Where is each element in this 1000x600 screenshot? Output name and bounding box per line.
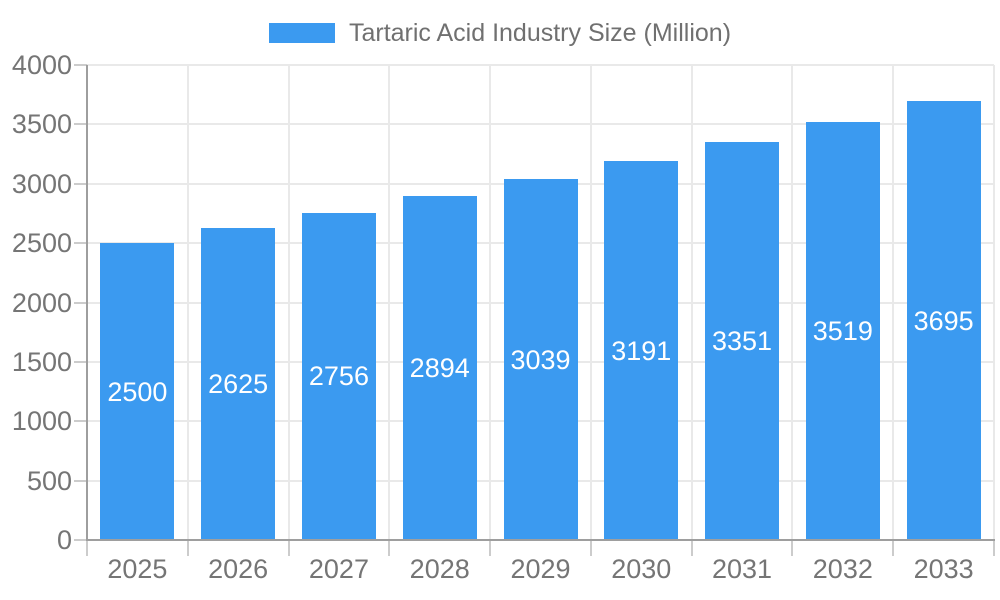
y-axis-tick-label: 500 <box>26 465 72 496</box>
bar-2026[interactable]: 2625 <box>201 228 276 540</box>
bar-value-label: 3519 <box>812 316 873 347</box>
bar-value-label: 2756 <box>308 361 369 392</box>
x-axis-tick-mark <box>388 540 391 556</box>
x-axis-tick-label: 2026 <box>208 554 269 584</box>
y-axis-tick-label: 0 <box>56 525 72 555</box>
y-axis-tick-label: 1000 <box>11 406 72 437</box>
bar-value-label: 2500 <box>107 376 168 407</box>
y-axis-tick-mark <box>74 182 87 185</box>
y-axis-tick-label: 2000 <box>11 287 72 318</box>
v-gridline <box>287 65 290 540</box>
x-axis-tick-mark <box>892 540 895 556</box>
y-axis-tick-mark <box>74 479 87 482</box>
x-axis-tick-mark <box>186 540 189 556</box>
y-axis-tick-mark <box>74 301 87 304</box>
x-axis-tick-mark <box>791 540 794 556</box>
bar-value-label: 2894 <box>409 353 470 384</box>
y-axis-tick-mark <box>74 242 87 245</box>
bar-2027[interactable]: 2756 <box>301 212 376 540</box>
h-gridline <box>87 123 994 126</box>
x-axis-tick-mark <box>589 540 592 556</box>
plot-area: 2500 2625 2756 2894 3039 3191 3351 3519 3695 <box>87 64 995 540</box>
bar-value-label: 2625 <box>208 369 269 400</box>
x-axis-tick-label: 2031 <box>712 554 773 584</box>
bar-value-label: 3039 <box>510 344 571 375</box>
y-axis-tick-label: 3500 <box>11 109 72 140</box>
legend-label: Tartaric Acid Industry Size (Million) <box>348 19 732 47</box>
bar-value-label: 3191 <box>611 335 672 366</box>
v-gridline <box>690 65 693 540</box>
y-axis-tick-mark <box>74 64 87 66</box>
bar-2032[interactable]: 3519 <box>805 122 880 540</box>
bar-2033[interactable]: 3695 <box>906 101 981 540</box>
x-axis-tick-mark <box>287 540 290 556</box>
y-axis-tick-label: 1500 <box>11 346 72 377</box>
v-gridline <box>186 65 189 540</box>
v-gridline <box>388 65 391 540</box>
v-gridline <box>489 65 492 540</box>
x-axis-tick-label: 2030 <box>611 554 672 584</box>
x-axis-tick-mark <box>489 540 492 556</box>
legend: Tartaric Acid Industry Size (Million) <box>0 16 1000 50</box>
v-gridline <box>791 65 794 540</box>
v-gridline <box>993 65 995 540</box>
y-axis-tick-label: 2500 <box>11 228 72 259</box>
x-axis-tick-label: 2032 <box>812 554 873 584</box>
y-axis-tick-mark <box>74 420 87 423</box>
y-axis-tick-label: 4000 <box>11 50 72 80</box>
bar-2025[interactable]: 2500 <box>100 243 175 540</box>
x-axis-tick-label: 2033 <box>913 554 974 584</box>
x-axis-tick-mark <box>690 540 693 556</box>
x-axis-tick-label: 2027 <box>308 554 369 584</box>
bar-value-label: 3695 <box>913 305 974 336</box>
legend-swatch-icon <box>268 23 335 43</box>
x-axis-tick-label: 2029 <box>510 554 571 584</box>
x-axis-line <box>86 539 995 541</box>
y-axis-tick-mark <box>74 123 87 126</box>
bar-2028[interactable]: 2894 <box>402 196 477 540</box>
x-axis-tick-mark <box>993 540 995 556</box>
legend-item[interactable]: Tartaric Acid Industry Size (Million) <box>268 16 732 50</box>
y-axis-tick-label: 3000 <box>11 168 72 199</box>
x-axis-tick-mark <box>86 540 88 556</box>
bar-2029[interactable]: 3039 <box>503 179 578 540</box>
v-gridline <box>892 65 895 540</box>
y-axis-tick-mark <box>74 360 87 363</box>
bar-value-label: 3351 <box>712 326 773 357</box>
bar-2031[interactable]: 3351 <box>705 142 780 540</box>
v-gridline <box>589 65 592 540</box>
x-axis-tick-label: 2028 <box>409 554 470 584</box>
h-gridline <box>87 64 994 66</box>
y-axis-tick-mark <box>74 539 87 541</box>
bar-2030[interactable]: 3191 <box>604 161 679 540</box>
y-axis-line <box>86 65 88 540</box>
x-axis-tick-label: 2025 <box>107 554 168 584</box>
